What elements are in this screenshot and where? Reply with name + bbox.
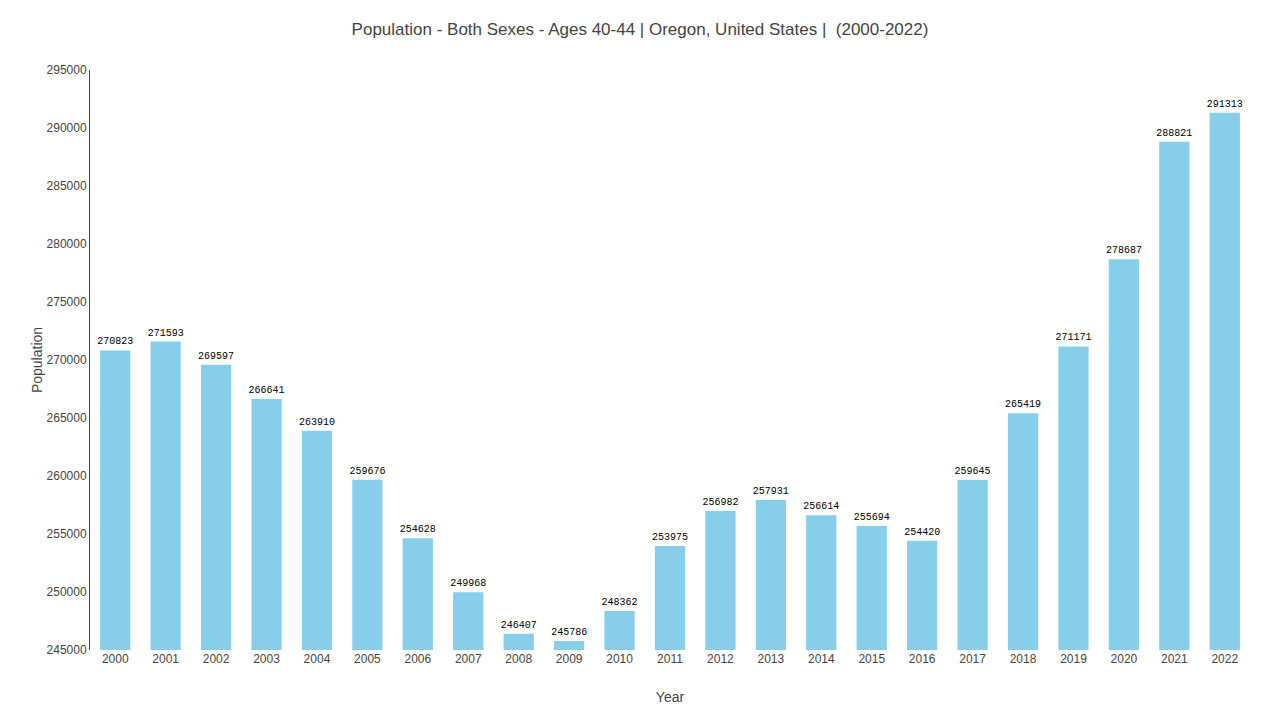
svg-text:255694: 255694: [854, 512, 890, 523]
svg-text:260000: 260000: [47, 469, 87, 483]
svg-text:Population: Population: [29, 327, 45, 393]
svg-text:275000: 275000: [47, 295, 87, 309]
svg-text:2022: 2022: [1211, 652, 1238, 666]
svg-text:2006: 2006: [404, 652, 431, 666]
svg-text:256614: 256614: [803, 501, 839, 512]
svg-text:2017: 2017: [959, 652, 986, 666]
svg-text:2002: 2002: [203, 652, 230, 666]
svg-text:2004: 2004: [304, 652, 331, 666]
svg-text:271171: 271171: [1055, 332, 1091, 343]
svg-text:2001: 2001: [152, 652, 179, 666]
svg-text:270000: 270000: [47, 353, 87, 367]
svg-text:257931: 257931: [753, 486, 789, 497]
svg-text:259645: 259645: [955, 466, 991, 477]
svg-text:245786: 245786: [551, 627, 587, 638]
svg-text:269597: 269597: [198, 351, 234, 362]
svg-text:2005: 2005: [354, 652, 381, 666]
svg-text:291313: 291313: [1207, 99, 1243, 110]
svg-text:248362: 248362: [602, 597, 638, 608]
svg-text:2003: 2003: [253, 652, 280, 666]
svg-text:254628: 254628: [400, 524, 436, 535]
svg-text:270823: 270823: [97, 336, 133, 347]
svg-text:285000: 285000: [47, 179, 87, 193]
svg-text:263910: 263910: [299, 417, 335, 428]
svg-text:266641: 266641: [249, 385, 285, 396]
svg-text:2015: 2015: [858, 652, 885, 666]
svg-text:256982: 256982: [702, 497, 738, 508]
svg-text:288821: 288821: [1156, 128, 1192, 139]
svg-text:Year: Year: [656, 689, 685, 705]
svg-text:2010: 2010: [606, 652, 633, 666]
svg-text:2000: 2000: [102, 652, 129, 666]
svg-text:278687: 278687: [1106, 245, 1142, 256]
svg-text:259676: 259676: [349, 466, 385, 477]
svg-text:255000: 255000: [47, 527, 87, 541]
svg-text:249968: 249968: [450, 578, 486, 589]
svg-text:2019: 2019: [1060, 652, 1087, 666]
svg-text:246407: 246407: [501, 620, 537, 631]
svg-text:2012: 2012: [707, 652, 734, 666]
svg-text:265419: 265419: [1005, 399, 1041, 410]
svg-text:254420: 254420: [904, 527, 940, 538]
svg-text:2018: 2018: [1010, 652, 1037, 666]
svg-text:280000: 280000: [47, 237, 87, 251]
svg-text:2020: 2020: [1111, 652, 1138, 666]
svg-text:2008: 2008: [505, 652, 532, 666]
svg-text:271593: 271593: [148, 328, 184, 339]
svg-text:265000: 265000: [47, 411, 87, 425]
svg-text:2013: 2013: [758, 652, 785, 666]
svg-text:295000: 295000: [47, 63, 87, 77]
svg-text:2016: 2016: [909, 652, 936, 666]
svg-text:2014: 2014: [808, 652, 835, 666]
svg-text:250000: 250000: [47, 585, 87, 599]
svg-text:2009: 2009: [556, 652, 583, 666]
svg-text:2007: 2007: [455, 652, 482, 666]
svg-text:245000: 245000: [47, 643, 87, 657]
svg-text:2021: 2021: [1161, 652, 1188, 666]
svg-text:290000: 290000: [47, 121, 87, 135]
svg-text:2011: 2011: [657, 652, 683, 666]
svg-text:Population - Both Sexes - Ages: Population - Both Sexes - Ages 40-44 | O…: [352, 20, 929, 39]
svg-text:253975: 253975: [652, 532, 688, 543]
